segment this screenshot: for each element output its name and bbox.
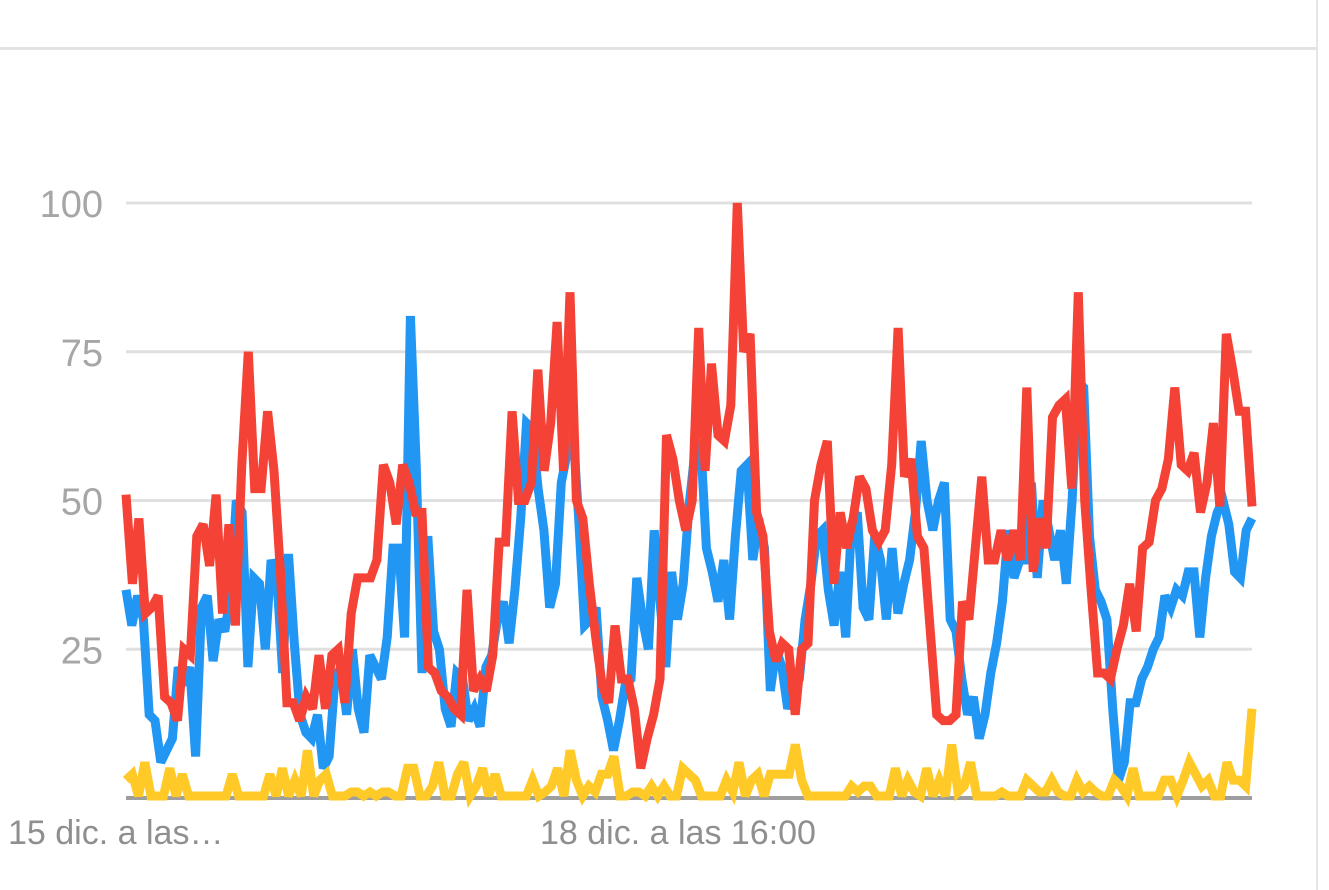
y-tick-label: 25 (61, 630, 103, 672)
x-axis-labels: 15 dic. a las… 18 dic. a las 16:00 (8, 814, 816, 852)
series-lines (121, 202, 1257, 809)
y-tick-label: 75 (61, 333, 103, 375)
series-line-2 (121, 202, 1257, 770)
header-divider (0, 47, 1316, 50)
y-axis-labels: 25 50 75 100 (40, 184, 103, 672)
y-tick-label: 50 (61, 482, 103, 524)
series-line-3 (122, 708, 1257, 809)
x-tick-label: 18 dic. a las 16:00 (540, 814, 816, 852)
x-tick-label: 15 dic. a las… (8, 814, 223, 852)
y-tick-label: 100 (40, 184, 103, 226)
